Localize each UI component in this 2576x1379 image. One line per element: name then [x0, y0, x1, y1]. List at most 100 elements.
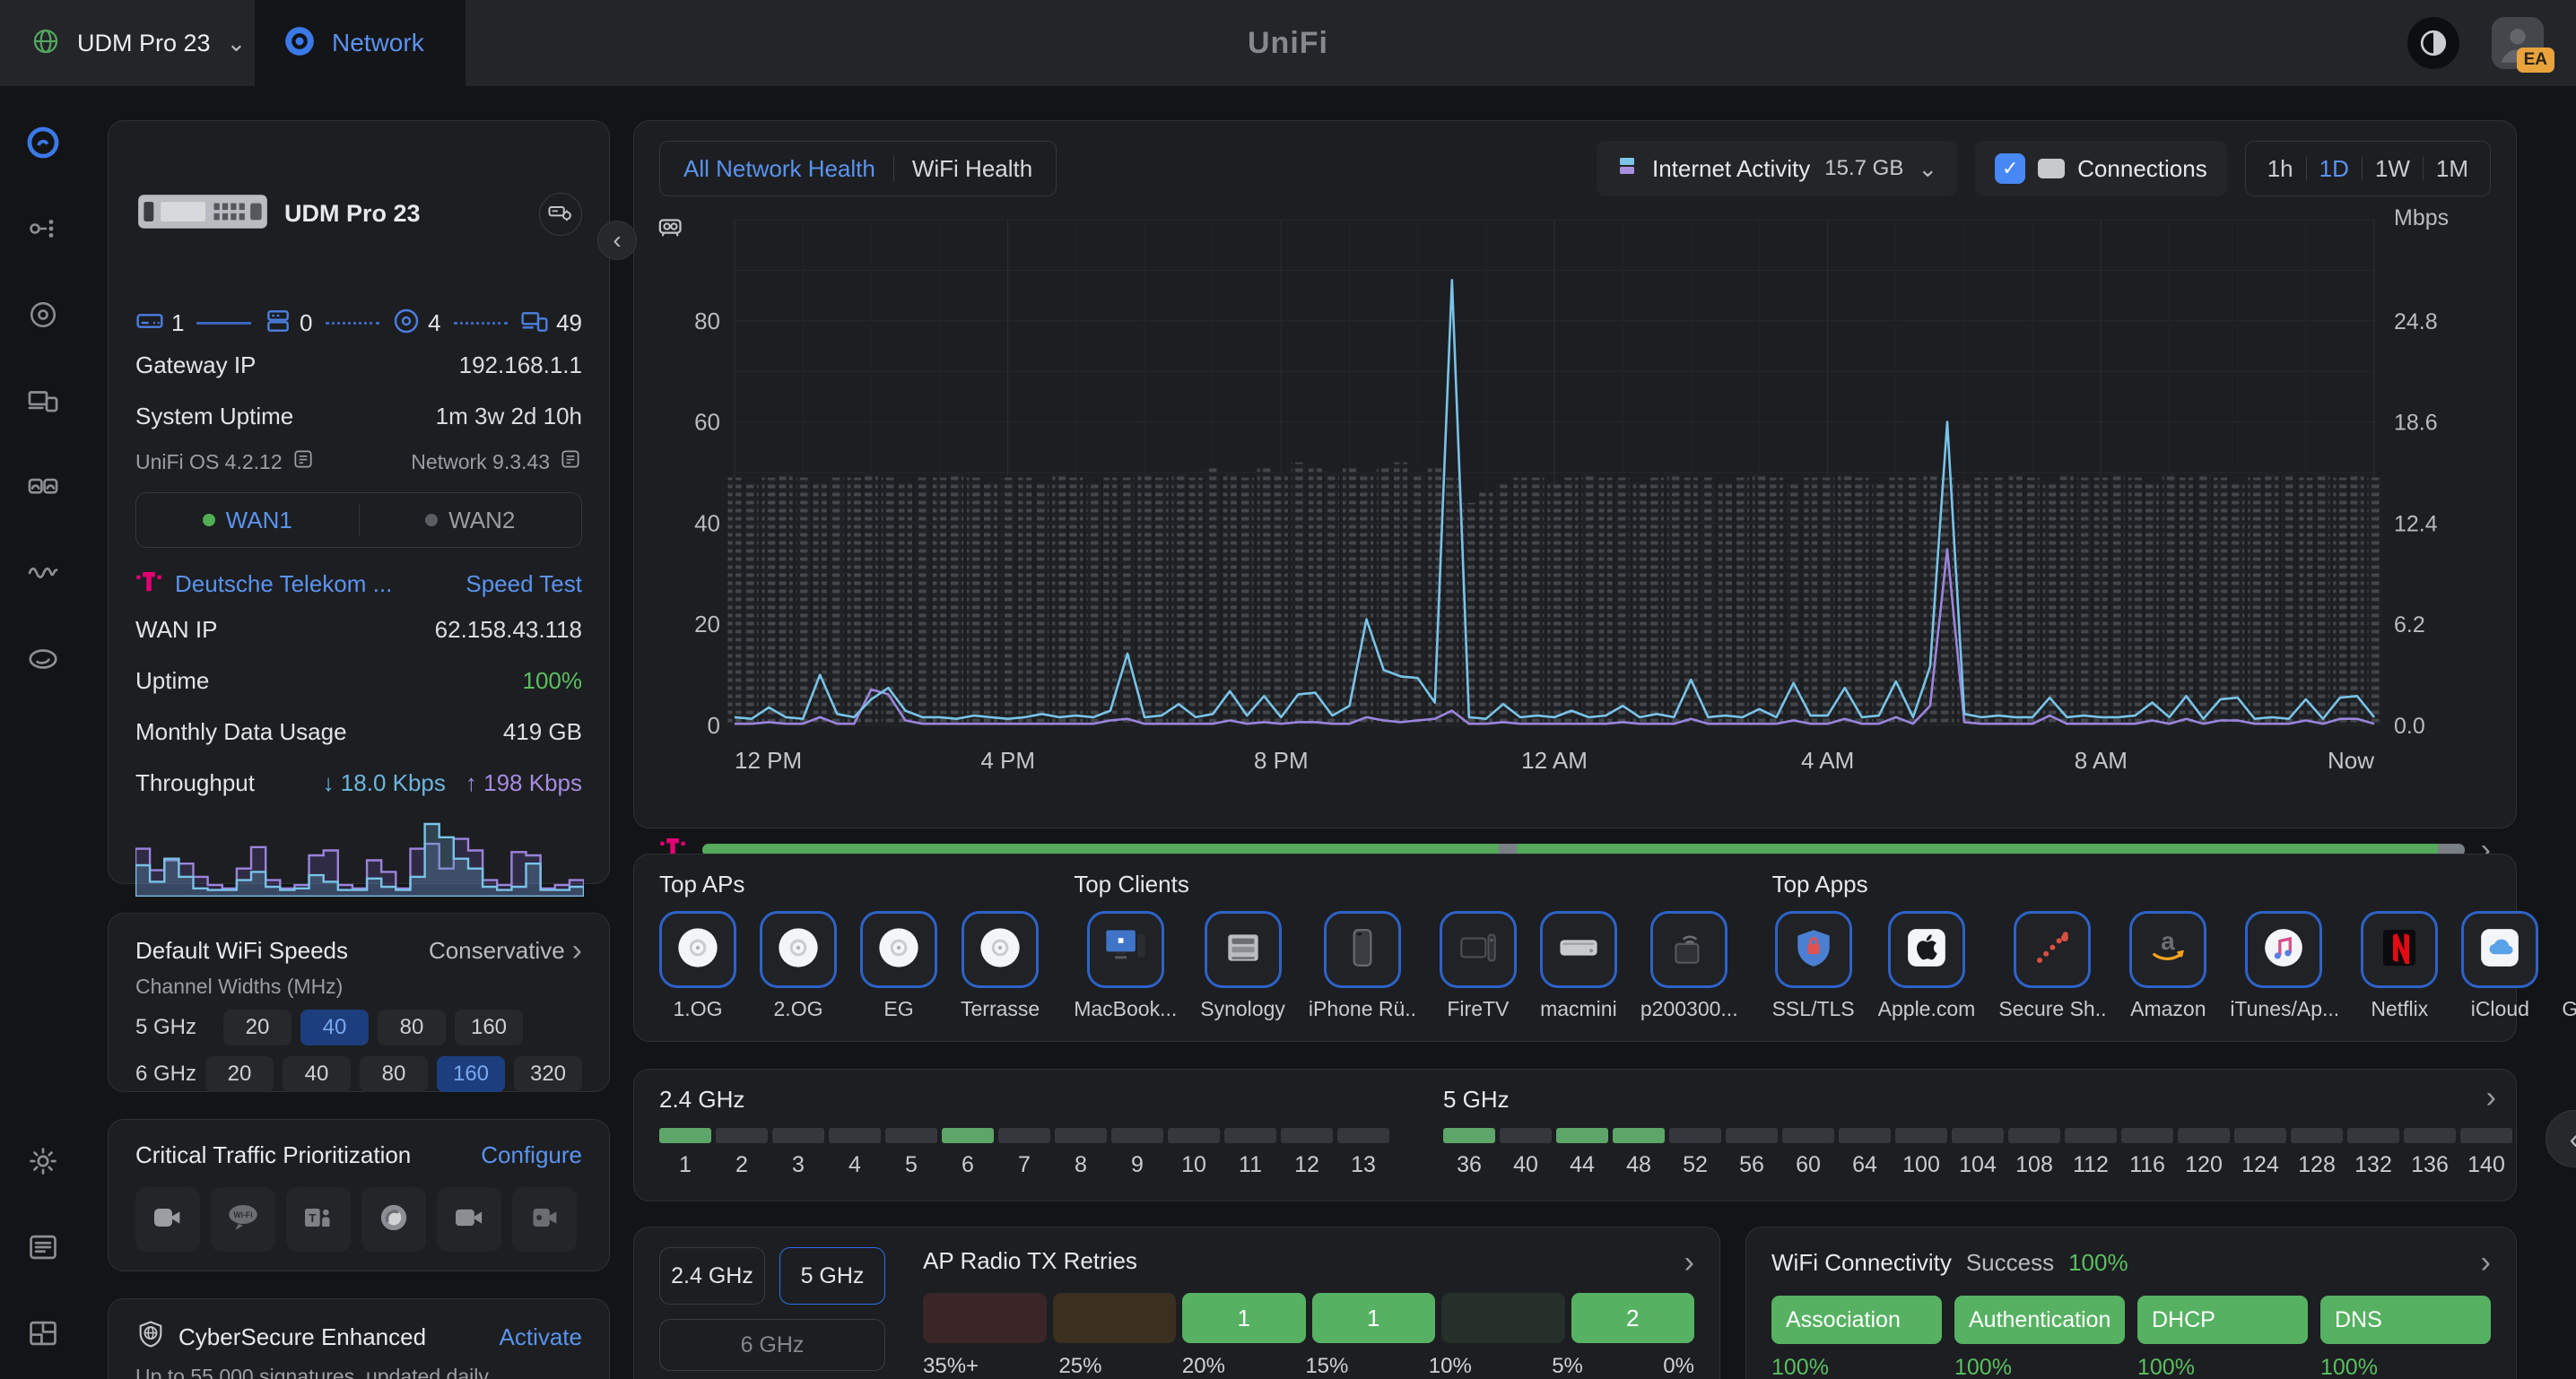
channel-usage-bar[interactable] — [829, 1128, 881, 1143]
device-settings-button[interactable] — [539, 192, 582, 236]
chevron-right-icon[interactable]: › — [2485, 1080, 2496, 1114]
stage-pill[interactable]: DNS — [2320, 1296, 2491, 1344]
width-chip-20[interactable]: 20 — [205, 1056, 274, 1092]
theme-toggle[interactable] — [2407, 17, 2459, 69]
width-chip-160[interactable]: 160 — [437, 1056, 505, 1092]
chevron-right-icon[interactable]: › — [1684, 1245, 1694, 1279]
sidebar-item-log[interactable] — [24, 1228, 62, 1266]
tile-button[interactable] — [760, 911, 837, 988]
channel-usage-bar[interactable] — [1337, 1128, 1389, 1143]
tx-retry-segment[interactable]: 1 — [1182, 1293, 1306, 1343]
site-switcher[interactable]: UDM Pro 23 ⌄ — [0, 26, 255, 61]
wan2-tab[interactable]: WAN2 — [360, 493, 582, 547]
tile-button[interactable] — [1086, 911, 1164, 988]
tile-button[interactable] — [1323, 911, 1401, 988]
sidebar-item-dashboard[interactable] — [24, 124, 62, 161]
sidebar-item-settings[interactable] — [24, 1142, 62, 1180]
speed-test-link[interactable]: Speed Test — [466, 570, 582, 597]
wan1-tab[interactable]: WAN1 — [136, 493, 359, 547]
channel-usage-bar[interactable] — [1224, 1128, 1276, 1143]
channel-usage-bar[interactable] — [1168, 1128, 1220, 1143]
range-1M[interactable]: 1M — [2435, 154, 2468, 182]
channel-usage-bar[interactable] — [2121, 1128, 2173, 1143]
channel-usage-bar[interactable] — [2460, 1128, 2512, 1143]
band-button-6GHz[interactable]: 6 GHz — [659, 1319, 885, 1371]
channel-usage-bar[interactable] — [1111, 1128, 1163, 1143]
chevron-right-icon[interactable]: › — [2480, 1245, 2491, 1279]
tile-button[interactable] — [1204, 911, 1282, 988]
channel-usage-bar[interactable] — [1895, 1128, 1947, 1143]
range-1h[interactable]: 1h — [2267, 154, 2293, 182]
metric-selector[interactable]: Internet Activity 15.7 GB ⌄ — [1596, 141, 1958, 196]
tx-retry-segment[interactable] — [1441, 1293, 1565, 1343]
stage-pill[interactable]: Association — [1771, 1296, 1942, 1344]
sidebar-item-security[interactable] — [24, 640, 62, 678]
channel-usage-bar[interactable] — [1669, 1128, 1721, 1143]
width-chip-320[interactable]: 320 — [514, 1056, 582, 1092]
configure-link[interactable]: Configure — [481, 1141, 582, 1168]
tile-button[interactable] — [1539, 911, 1617, 988]
tx-retry-segment[interactable] — [1052, 1293, 1176, 1343]
band-button-5GHz[interactable]: 5 GHz — [779, 1247, 885, 1305]
channel-usage-bar[interactable] — [772, 1128, 824, 1143]
tile-button[interactable] — [1650, 911, 1728, 988]
release-notes-icon[interactable] — [292, 447, 315, 476]
channel-usage-bar[interactable] — [2291, 1128, 2343, 1143]
tile-button[interactable] — [1439, 911, 1517, 988]
tab-network[interactable]: Network — [255, 0, 466, 86]
channel-usage-bar[interactable] — [2347, 1128, 2399, 1143]
width-chip-160[interactable]: 160 — [455, 1010, 523, 1045]
channel-usage-bar[interactable] — [2234, 1128, 2286, 1143]
isp-uptime-bar[interactable] — [702, 843, 2465, 856]
channel-usage-bar[interactable] — [1839, 1128, 1891, 1143]
sidebar-item-topology[interactable] — [24, 210, 62, 247]
chevron-right-icon[interactable]: › — [2480, 832, 2491, 867]
tx-retry-segment[interactable]: 1 — [1311, 1293, 1435, 1343]
isp-name[interactable]: Deutsche Telekom ... — [175, 570, 393, 597]
tile-button[interactable] — [2361, 911, 2439, 988]
width-chip-80[interactable]: 80 — [378, 1010, 446, 1045]
channel-usage-bar[interactable] — [1613, 1128, 1665, 1143]
channel-usage-bar[interactable] — [2404, 1128, 2456, 1143]
width-chip-20[interactable]: 20 — [223, 1010, 292, 1045]
tx-retry-segment[interactable] — [923, 1293, 1047, 1343]
sidebar-item-clients[interactable] — [24, 382, 62, 420]
channel-usage-bar[interactable] — [1281, 1128, 1333, 1143]
channel-usage-bar[interactable] — [998, 1128, 1050, 1143]
channel-usage-bar[interactable] — [2178, 1128, 2230, 1143]
width-chip-40[interactable]: 40 — [300, 1010, 369, 1045]
tile-button[interactable]: a — [2129, 911, 2207, 988]
channel-usage-bar[interactable] — [942, 1128, 994, 1143]
range-1W[interactable]: 1W — [2374, 154, 2410, 182]
channel-usage-bar[interactable] — [1952, 1128, 2004, 1143]
tab-wifi-health[interactable]: WiFi Health — [911, 154, 1033, 182]
stage-pill[interactable]: DHCP — [2137, 1296, 2308, 1344]
sidebar-item-radios[interactable] — [24, 554, 62, 592]
wifi-speeds-mode[interactable]: Conservative › — [428, 933, 582, 967]
channel-usage-bar[interactable] — [1055, 1128, 1107, 1143]
channel-usage-bar[interactable] — [659, 1128, 711, 1143]
connections-checkbox[interactable]: ✓ — [1995, 153, 2026, 184]
tile-button[interactable] — [962, 911, 1040, 988]
width-chip-80[interactable]: 80 — [360, 1056, 428, 1092]
channel-usage-bar[interactable] — [885, 1128, 937, 1143]
tile-button[interactable] — [1887, 911, 1965, 988]
stage-pill[interactable]: Authentication — [1954, 1296, 2125, 1344]
tile-button[interactable] — [659, 911, 736, 988]
side-panel-handle[interactable]: ‹ — [2546, 1110, 2576, 1167]
connections-toggle[interactable]: ✓ Connections — [1975, 141, 2227, 196]
activity-chart[interactable]: 0 20 40 60 80 Mbps 0.0 6.2 12.4 18.6 24.8 12 PM 4 PM… — [659, 200, 2491, 832]
channel-usage-bar[interactable] — [1500, 1128, 1552, 1143]
release-notes-icon[interactable] — [559, 447, 582, 476]
tile-button[interactable] — [2245, 911, 2323, 988]
range-1D[interactable]: 1D — [2319, 154, 2349, 182]
tab-all-network-health[interactable]: All Network Health — [683, 154, 875, 182]
channel-usage-bar[interactable] — [1556, 1128, 1608, 1143]
tx-retry-segment[interactable]: 2 — [1571, 1293, 1694, 1343]
width-chip-40[interactable]: 40 — [283, 1056, 351, 1092]
tile-button[interactable] — [860, 911, 937, 988]
channel-usage-bar[interactable] — [1726, 1128, 1778, 1143]
channel-usage-bar[interactable] — [1782, 1128, 1834, 1143]
channel-usage-bar[interactable] — [2008, 1128, 2060, 1143]
channel-usage-bar[interactable] — [716, 1128, 768, 1143]
